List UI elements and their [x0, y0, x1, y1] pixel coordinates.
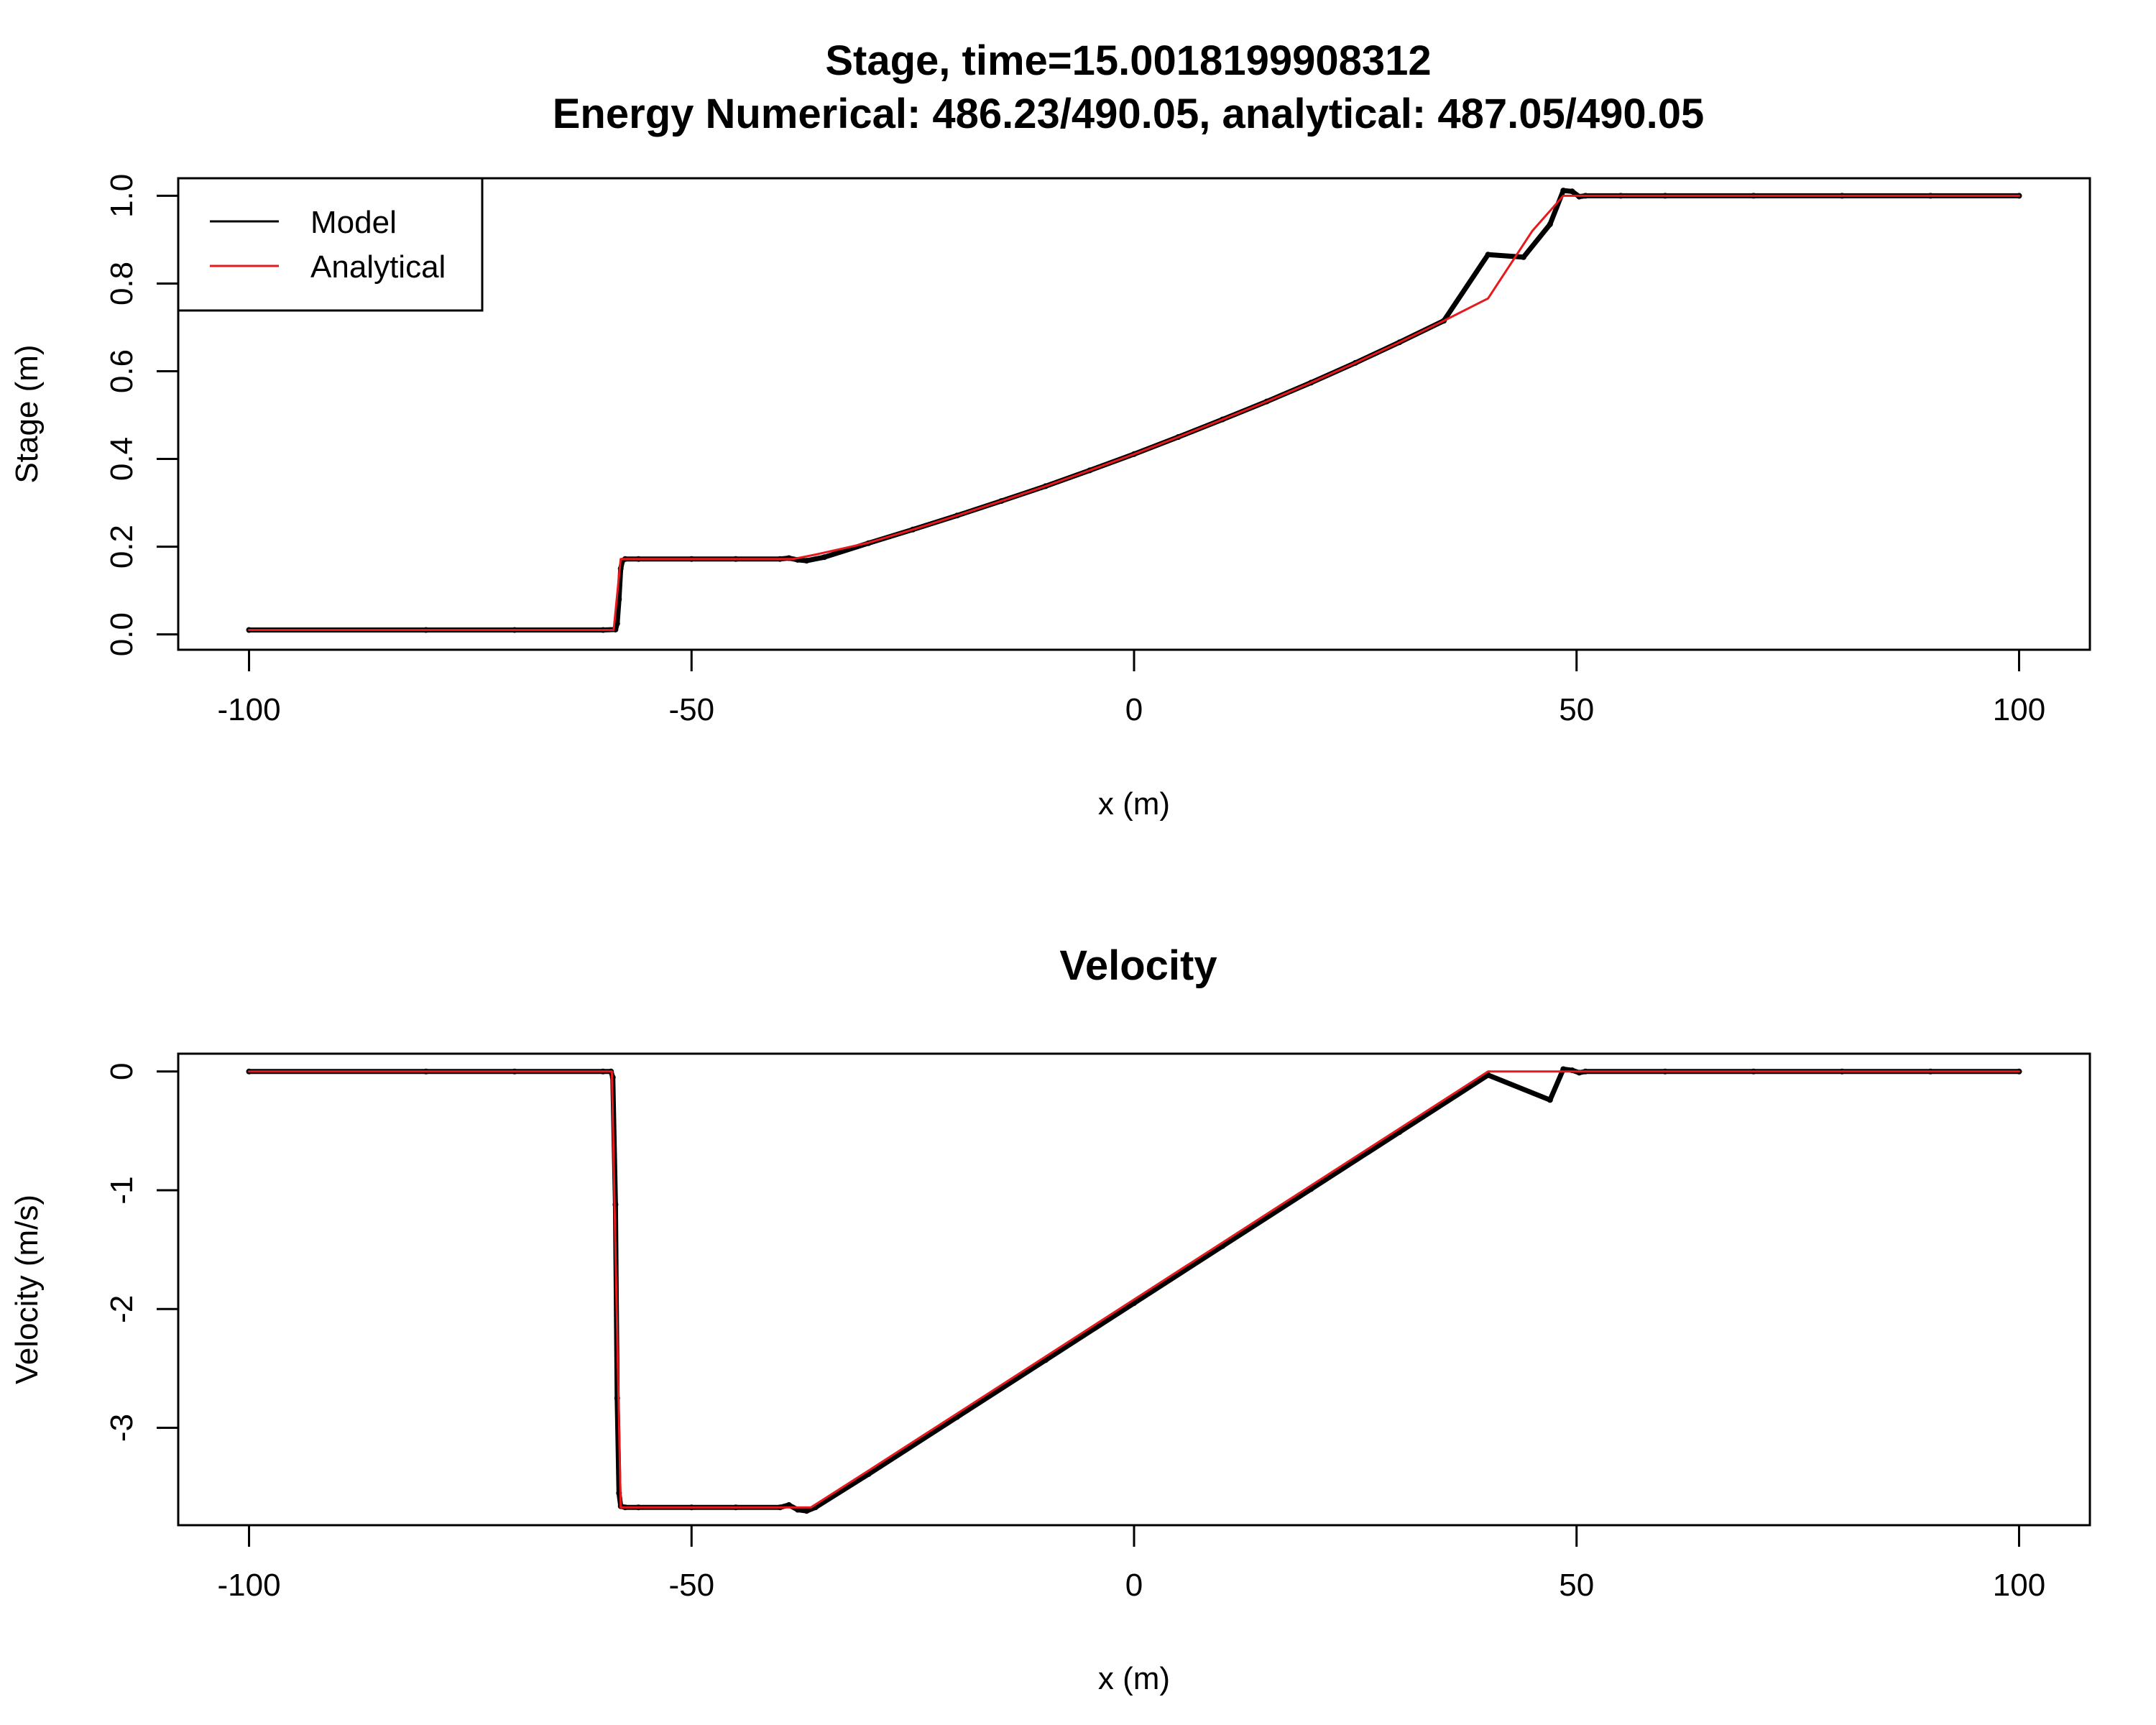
stage-x-tick-label: 50: [1559, 692, 1594, 727]
stage-model-point: [821, 554, 827, 561]
legend-box: [177, 177, 484, 312]
stage-series-analytical-line: [248, 194, 2020, 631]
stage-x-tick-label: 0: [1125, 692, 1143, 727]
stage-y-tick-label: 0.2: [104, 525, 139, 569]
velocity-y-tick-label: -2: [104, 1295, 139, 1323]
velocity-model-point: [1547, 1097, 1553, 1103]
legend-label-analytical: Analytical: [310, 249, 446, 285]
stage-series: [246, 188, 2022, 633]
legend: Model Analytical: [177, 177, 484, 312]
stage-model-point: [1485, 252, 1491, 258]
stage-subtitle: Energy Numerical: 486.23/490.05, analyti…: [553, 91, 1704, 137]
velocity-x-axis-label: x (m): [1098, 1661, 1170, 1696]
velocity-x-tick-label: 100: [1993, 1568, 2045, 1603]
velocity-x-tick-label: -100: [217, 1568, 280, 1603]
stage-model-point: [803, 558, 810, 564]
velocity-y-axis: 0 -1 -2 -3: [104, 1063, 180, 1442]
velocity-series-analytical-line: [248, 1070, 2020, 1509]
velocity-x-tick-label: 50: [1559, 1568, 1594, 1603]
stage-model-point: [1520, 254, 1526, 260]
velocity-y-axis-label: Velocity (m/s): [9, 1195, 45, 1384]
stage-y-tick-label: 0.8: [104, 262, 139, 305]
stage-x-axis-label: x (m): [1098, 786, 1170, 822]
velocity-y-tick-label: -1: [104, 1176, 139, 1204]
stage-x-tick-label: -100: [217, 692, 280, 727]
stage-y-axis-label: Stage (m): [9, 344, 45, 483]
stage-title: Stage, time=15.0018199908312: [825, 37, 1431, 84]
stage-x-tick-label: 100: [1993, 692, 2045, 727]
velocity-model-point: [803, 1508, 810, 1514]
stage-x-axis: -100 -50 0 50 100: [217, 648, 2045, 727]
stage-y-tick-label: 0.4: [104, 437, 139, 481]
stage-y-tick-label: 0.6: [104, 349, 139, 393]
stage-model-point: [614, 620, 620, 627]
velocity-x-tick-label: 0: [1125, 1568, 1143, 1603]
velocity-title: Velocity: [1059, 942, 1217, 989]
velocity-y-tick-label: 0: [104, 1063, 139, 1080]
stage-y-tick-label: 0.0: [104, 612, 139, 656]
stage-model-point: [1560, 188, 1567, 194]
stage-y-tick-label: 1.0: [104, 174, 139, 218]
legend-label-model: Model: [310, 205, 397, 240]
stage-model-point: [1547, 221, 1553, 228]
stage-x-tick-label: -50: [668, 692, 714, 727]
velocity-panel: Velocity -100 -50 0 50 100 0 -1 -2 -3 x (m) Vel…: [9, 942, 2091, 1696]
velocity-y-tick-label: -3: [104, 1414, 139, 1442]
velocity-x-axis: -100 -50 0 50 100: [217, 1524, 2045, 1603]
velocity-x-tick-label: -50: [668, 1568, 714, 1603]
stage-model-point: [1569, 188, 1575, 195]
stage-panel: Stage, time=15.0018199908312 Energy Nume…: [9, 37, 2091, 822]
velocity-series: [246, 1066, 2022, 1514]
